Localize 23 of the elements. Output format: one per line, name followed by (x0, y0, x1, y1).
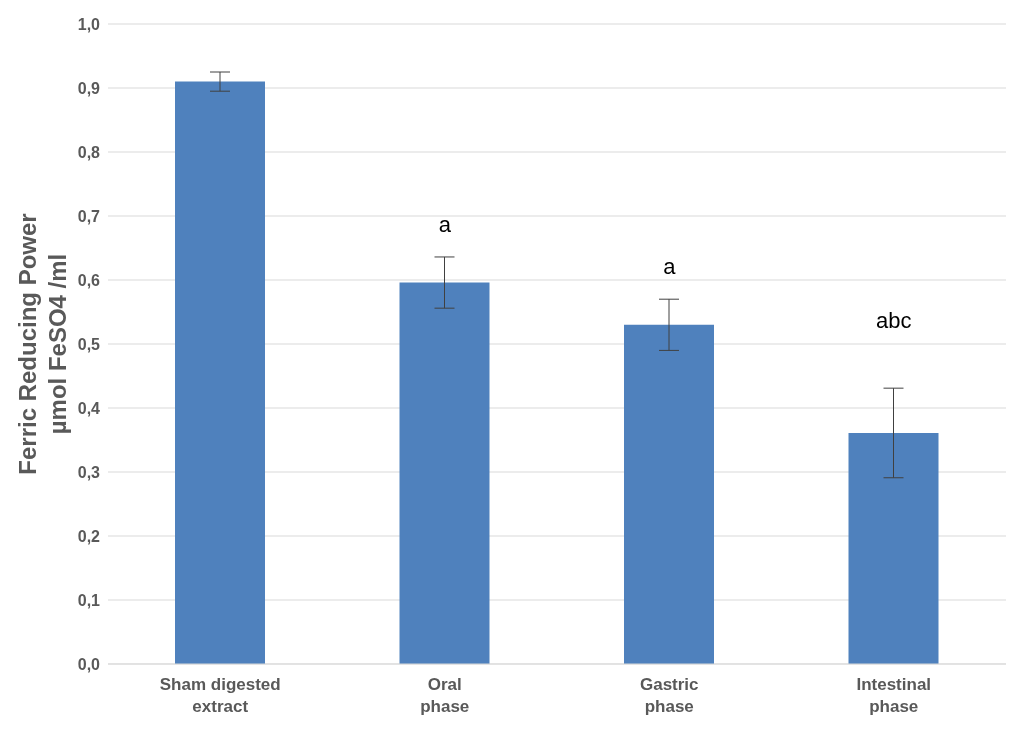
x-tick-label: Intestinal phase (856, 675, 932, 716)
x-tick-label: Sham digested extract (159, 675, 281, 716)
y-axis-title: Ferric Reducing Power µmol FeSO4 /ml (14, 213, 71, 475)
y-tick-label: 1,0 (77, 15, 101, 33)
y-tick-label: 0,1 (77, 591, 101, 609)
y-tick-label: 0,4 (77, 399, 101, 417)
y-tick-label: 0,0 (77, 655, 101, 673)
y-tick-label: 0,9 (77, 79, 101, 97)
bar (175, 81, 265, 664)
y-tick-label: 0,8 (77, 143, 101, 161)
annotation: abc (876, 308, 912, 334)
y-tick-label: 0,2 (77, 527, 101, 545)
y-tick-label: 0,6 (77, 271, 101, 289)
x-tick-label: Gastric phase (639, 675, 699, 716)
annotation: a (663, 254, 677, 280)
bar (624, 324, 714, 664)
y-tick-label: 0,5 (77, 335, 101, 353)
bar (399, 282, 490, 664)
x-tick-label: Oral phase (420, 675, 470, 716)
annotation: a (438, 211, 452, 237)
bar (848, 432, 939, 664)
y-tick-label: 0,7 (77, 207, 101, 225)
y-tick-label: 0,3 (77, 463, 101, 481)
